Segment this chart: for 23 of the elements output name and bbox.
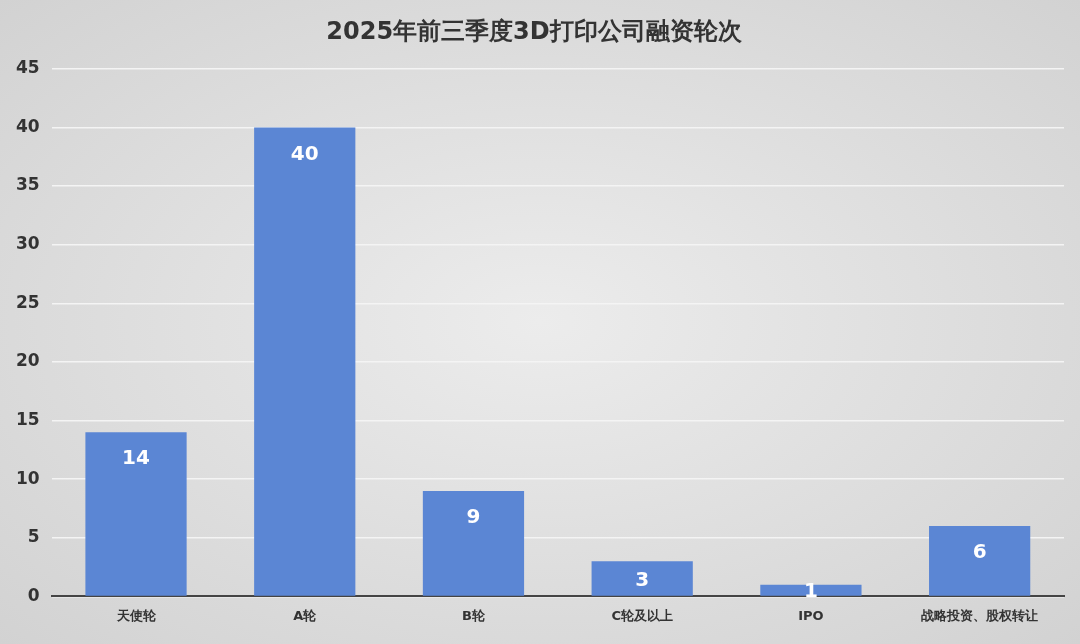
y-tick-label: 45 (15, 57, 40, 78)
x-tick-label: B轮 (462, 607, 486, 623)
y-tick-label: 20 (15, 350, 40, 371)
y-tick-label: 35 (15, 174, 40, 195)
y-tick-label: 40 (15, 115, 40, 136)
data-label: 9 (466, 504, 481, 529)
x-tick-label: IPO (798, 607, 824, 623)
y-tick-label: 30 (15, 233, 40, 254)
y-tick-label: 5 (27, 526, 40, 547)
data-label: 40 (290, 140, 319, 165)
data-label: 6 (972, 539, 987, 564)
chart-title: 2025年前三季度3D打印公司融资轮次 (326, 16, 743, 45)
data-label: 3 (635, 566, 650, 591)
y-tick-label: 25 (15, 291, 40, 312)
x-tick-label: A轮 (293, 607, 318, 623)
x-tick-label: 战略投资、股权转让 (921, 607, 1039, 623)
y-tick-label: 10 (15, 467, 40, 488)
y-tick-label: 15 (15, 408, 40, 429)
y-tick-label: 0 (27, 584, 40, 605)
x-tick-label: 天使轮 (115, 607, 157, 623)
data-label: 1 (803, 578, 818, 603)
data-label: 14 (122, 445, 150, 470)
x-tick-label: C轮及以上 (611, 607, 673, 623)
